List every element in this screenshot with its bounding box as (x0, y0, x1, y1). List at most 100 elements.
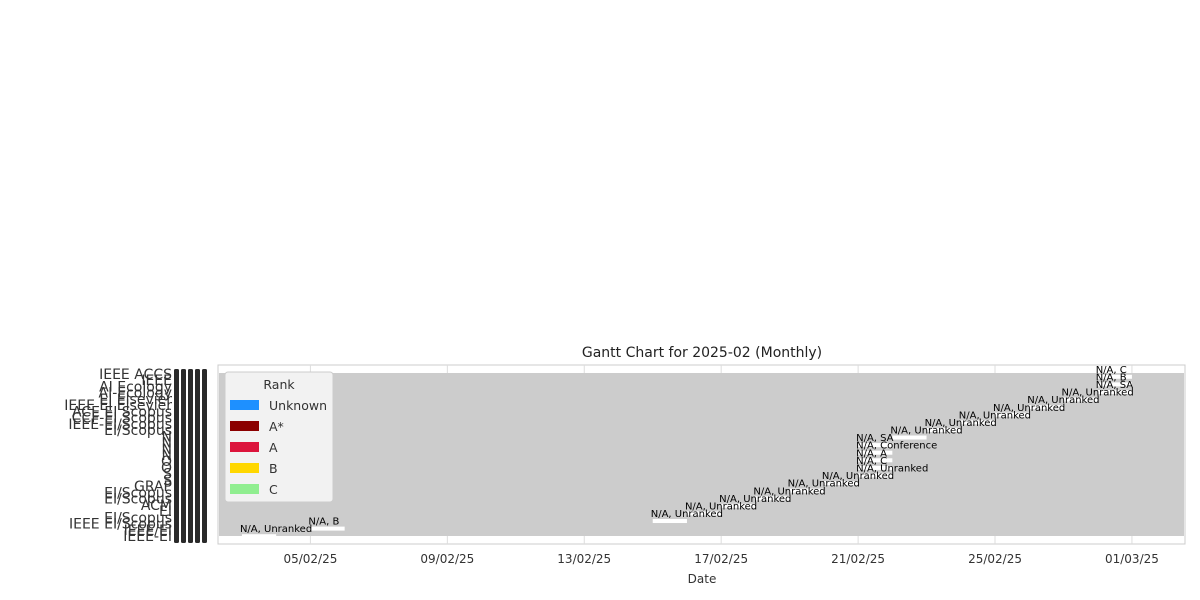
task-bar-label: N/A, Unranked (685, 501, 757, 512)
task-bar (1097, 382, 1132, 387)
task-bar-label: N/A, Unranked (651, 509, 723, 520)
task-label: N (162, 448, 172, 464)
task-label-marker (202, 531, 207, 543)
task-bar-label: N/A, C (1096, 365, 1127, 376)
task-label-marker (174, 531, 179, 543)
task-bar (1029, 405, 1064, 410)
task-bar (789, 488, 824, 493)
task-bar-label: N/A, C (856, 456, 887, 467)
legend-entry-label: Unknown (269, 398, 327, 413)
task-label: EI/Scopus (104, 492, 172, 508)
x-tick-label: 17/02/25 (694, 552, 748, 566)
task-bar (1097, 389, 1132, 394)
task-label: ACE EI Scopus (72, 404, 172, 420)
task-bar-label: N/A, SA (856, 433, 894, 444)
task-bar-label: N/A, Unranked (753, 486, 825, 497)
task-bar (721, 503, 756, 508)
x-tick-label: 13/02/25 (557, 552, 611, 566)
task-bar (652, 519, 687, 524)
task-label: GRAP (134, 479, 172, 495)
task-label: EI/Scopus (104, 485, 172, 501)
task-bar-label: N/A, Unranked (1061, 388, 1133, 399)
task-label: O (161, 460, 172, 476)
legend-entry-label: C (269, 482, 278, 497)
x-tick-label: 01/03/25 (1105, 552, 1159, 566)
task-label: EI (159, 504, 172, 520)
task-label: EI Elsevier (99, 392, 172, 408)
chart-title: Gantt Chart for 2025-02 (Monthly) (582, 345, 822, 361)
task-bar-label: N/A, B (1096, 372, 1127, 383)
task-label: IEEE ACCS (99, 367, 172, 383)
legend: Rank Unknown A* ABC (224, 371, 334, 503)
task-bar (686, 511, 722, 516)
task-bar-label: N/A, B (308, 517, 339, 528)
legend-title: Rank (263, 377, 295, 392)
task-bar-label: N/A, Unranked (788, 479, 860, 490)
task-label-marker (181, 531, 186, 543)
task-bar-label: N/A, Unranked (240, 524, 312, 535)
legend-swatch (230, 421, 259, 431)
task-bar-label: N/A, Unranked (1027, 395, 1099, 406)
legend-entry-label: B (269, 461, 278, 476)
task-label: N (162, 429, 172, 445)
task-label: CCF-EI Scopus (72, 411, 172, 427)
task-bar-label: N/A, Unranked (822, 471, 894, 482)
task-bar (858, 465, 893, 470)
task-label: IEEE (141, 373, 172, 389)
task-bar (858, 473, 893, 478)
task-bar (241, 534, 277, 539)
task-label-marker (195, 531, 200, 543)
legend-swatch (230, 400, 259, 410)
task-bar (310, 526, 345, 531)
task-label: IEEE/EI (124, 523, 172, 539)
legend-swatch (230, 484, 259, 494)
task-bar (823, 481, 859, 486)
task-label: EI/Scopus (104, 510, 172, 526)
task-bar-label: N/A, SA (1096, 380, 1134, 391)
task-label: IEEE-EI (123, 529, 172, 545)
task-bar-label: N/A, Unranked (719, 494, 791, 505)
task-bar (1097, 374, 1132, 379)
x-tick-label: 05/02/25 (283, 552, 337, 566)
task-bar-label: N/A, Unranked (856, 463, 928, 474)
task-label-marker (188, 531, 193, 543)
task-bar (755, 496, 790, 501)
task-bar-label: N/A, Unranked (959, 410, 1031, 421)
plot-fill-band (219, 373, 1184, 536)
task-bar-label: N/A, Unranked (925, 418, 997, 429)
task-label: AI-Ecology (99, 386, 173, 402)
x-tick-label: 21/02/25 (831, 552, 885, 566)
task-label: AI Ecology (99, 379, 172, 395)
x-tick-label: 09/02/25 (420, 552, 474, 566)
task-bar-label: N/A, Unranked (993, 403, 1065, 414)
legend-entry-label: A (269, 440, 278, 455)
x-axis-label: Date (688, 572, 717, 586)
task-bar-label: N/A, A (856, 448, 887, 459)
task-label: S (163, 473, 172, 489)
legend-entry-label: A* (269, 419, 284, 434)
x-tick-label: 25/02/25 (968, 552, 1022, 566)
legend-swatch (230, 442, 259, 452)
task-bar (995, 412, 1030, 417)
task-bar (892, 435, 927, 440)
task-bar-label: N/A, Conference (856, 441, 937, 452)
task-bar (858, 450, 893, 455)
task-bar (858, 458, 893, 463)
task-label: N (162, 442, 172, 458)
task-label: IEEE EI Elsevier (64, 398, 172, 414)
task-label: O (161, 454, 172, 470)
task-label: S (163, 467, 172, 483)
task-label: ACM (141, 498, 172, 514)
task-bars (241, 374, 1132, 539)
task-bar (960, 420, 996, 425)
task-label: N (162, 436, 172, 452)
task-bar (858, 443, 893, 448)
x-axis-ticks: 05/02/25 09/02/25 13/02/25 17/02/25 21/02/25… (283, 552, 1158, 566)
task-bar-label: N/A, Unranked (890, 426, 962, 437)
task-label: IEEE-EI/Scopus (68, 417, 172, 433)
task-label: EI/Scopus (104, 423, 172, 439)
legend-swatch (230, 463, 259, 473)
